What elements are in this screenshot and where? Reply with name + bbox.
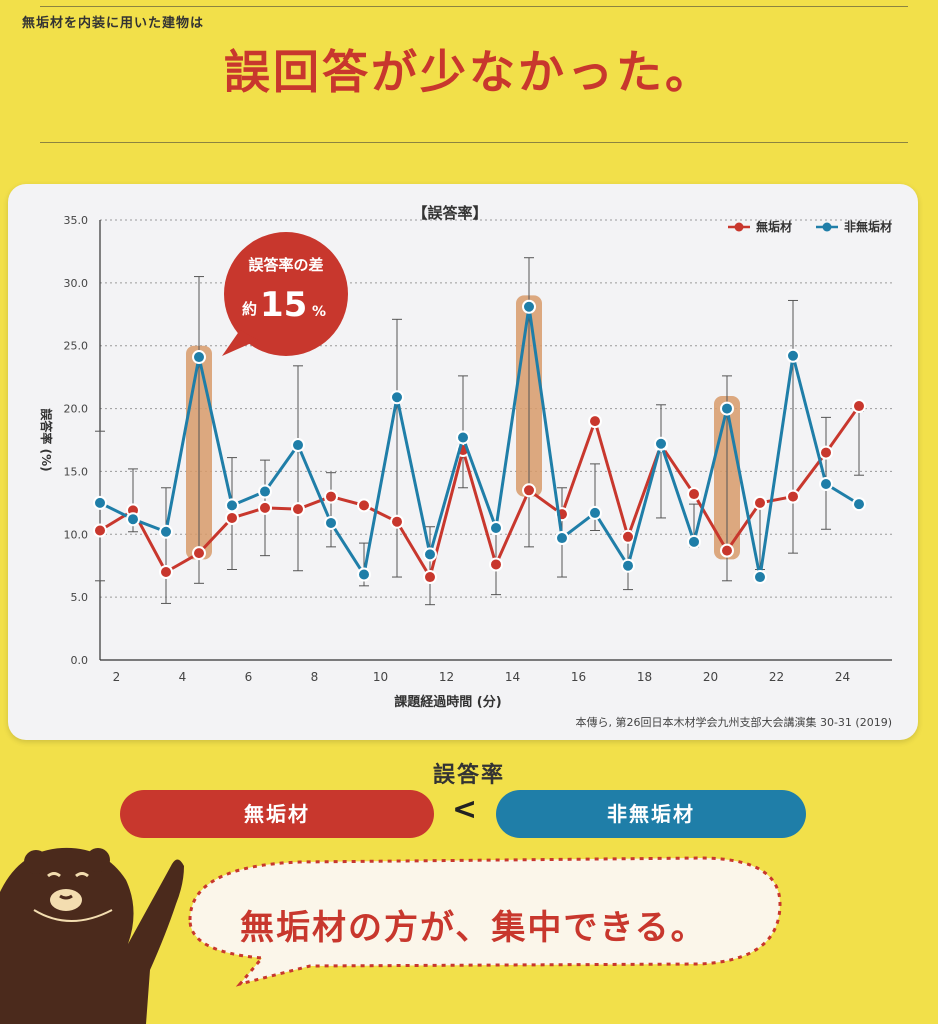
speech-bubble bbox=[188, 856, 782, 987]
y-tick-label: 5.0 bbox=[71, 591, 89, 604]
callout-unit: % bbox=[312, 304, 326, 320]
data-point bbox=[687, 534, 701, 549]
data-point bbox=[192, 546, 206, 561]
y-axis-label: 誤答率 (%) bbox=[39, 408, 54, 471]
headline-rule bbox=[40, 142, 908, 143]
data-point bbox=[819, 477, 833, 491]
y-tick-label: 35.0 bbox=[64, 214, 89, 227]
data-point bbox=[588, 505, 602, 520]
data-point bbox=[786, 348, 800, 363]
data-point bbox=[687, 487, 701, 502]
non-muku-pill: 非無垢材 bbox=[496, 790, 806, 838]
legend-label: 無垢材 bbox=[756, 219, 792, 234]
data-point bbox=[390, 390, 404, 405]
y-tick-label: 0.0 bbox=[71, 654, 89, 667]
less-than-sign: < bbox=[452, 792, 478, 827]
x-tick-label: 10 bbox=[373, 670, 388, 684]
source-citation: 本傳ら, 第26回日本木材学会九州支部大会講演集 30-31 (2019) bbox=[575, 715, 892, 729]
x-tick-label: 24 bbox=[835, 670, 850, 684]
data-point bbox=[489, 521, 503, 535]
x-tick-label: 8 bbox=[311, 670, 319, 684]
top-rule bbox=[40, 6, 908, 7]
x-tick-label: 22 bbox=[769, 670, 784, 684]
page-headline: 誤回答が少なかった。 bbox=[224, 45, 714, 99]
x-tick-label: 4 bbox=[179, 670, 187, 684]
data-point bbox=[753, 570, 767, 585]
data-point bbox=[93, 495, 107, 510]
x-tick-label: 12 bbox=[439, 670, 454, 684]
y-tick-label: 20.0 bbox=[64, 403, 89, 416]
data-point bbox=[258, 500, 272, 515]
chart-card: 0.0 5.0 10.0 15.0 20.0 25.0 30.0 35.0 2 4 6 8 10 12 14… bbox=[8, 184, 918, 740]
series-line-non-muku bbox=[99, 305, 860, 579]
bear-illustration bbox=[0, 847, 184, 1024]
x-tick-label: 16 bbox=[571, 670, 586, 684]
data-point bbox=[258, 484, 272, 499]
y-tick-label: 15.0 bbox=[64, 465, 89, 478]
data-point bbox=[291, 438, 305, 453]
x-tick-label: 6 bbox=[245, 670, 253, 684]
data-point bbox=[159, 524, 173, 539]
callout-tail bbox=[222, 330, 258, 356]
data-point bbox=[522, 483, 536, 498]
data-point bbox=[852, 399, 866, 414]
data-point bbox=[621, 529, 635, 544]
data-point bbox=[819, 445, 833, 460]
legend-swatch-dot bbox=[734, 222, 744, 232]
legend-swatch-dot bbox=[822, 222, 832, 232]
error-rate-chart: 0.05.010.015.020.025.030.035.02 4 6 8 10 12 14… bbox=[39, 204, 892, 729]
data-point bbox=[357, 498, 371, 513]
muku-pill: 無垢材 bbox=[120, 790, 434, 838]
callout-value: 15 bbox=[260, 285, 307, 325]
data-point bbox=[720, 401, 734, 416]
data-point bbox=[852, 497, 866, 512]
data-point bbox=[753, 495, 767, 510]
x-axis-label: 課題経過時間 (分) bbox=[394, 694, 501, 710]
x-tick-label: 20 bbox=[703, 670, 718, 684]
data-point bbox=[225, 510, 239, 525]
callout-prefix: 約 bbox=[242, 300, 257, 318]
data-point bbox=[423, 570, 437, 585]
data-point bbox=[192, 350, 206, 365]
data-point bbox=[786, 489, 800, 504]
data-point bbox=[621, 558, 635, 573]
y-tick-label: 25.0 bbox=[64, 340, 89, 353]
data-point bbox=[159, 565, 173, 579]
data-point bbox=[357, 567, 371, 582]
speech-bubble-scene bbox=[0, 847, 782, 1024]
x-tick-label: 14 bbox=[505, 670, 520, 684]
data-point bbox=[291, 502, 305, 517]
y-tick-label: 10.0 bbox=[64, 528, 89, 541]
data-point bbox=[126, 512, 140, 527]
data-point bbox=[522, 299, 536, 314]
data-point bbox=[225, 498, 239, 513]
data-point bbox=[489, 557, 503, 572]
comparison-title: 誤答率 bbox=[432, 763, 505, 788]
data-point bbox=[390, 514, 404, 529]
bubble-text: 無垢材の方が、集中できる。 bbox=[240, 908, 707, 948]
x-tick-label: 2 bbox=[113, 670, 121, 684]
x-tick-label: 18 bbox=[637, 670, 652, 684]
data-point bbox=[555, 531, 569, 546]
data-point bbox=[720, 543, 734, 558]
data-point bbox=[456, 430, 470, 445]
chart-title: 【誤答率】 bbox=[412, 204, 487, 222]
data-point bbox=[423, 547, 437, 562]
callout-line1: 誤答率の差 bbox=[248, 256, 323, 274]
data-point bbox=[324, 515, 338, 530]
data-point bbox=[324, 489, 338, 504]
callout-circle bbox=[224, 232, 348, 356]
data-point bbox=[93, 523, 107, 538]
legend-label: 非無垢材 bbox=[844, 219, 892, 234]
series-line-muku bbox=[99, 405, 861, 579]
section-subtitle: 無垢材を内装に用いた建物は bbox=[22, 16, 205, 31]
y-tick-label: 30.0 bbox=[64, 277, 89, 290]
data-point bbox=[654, 436, 668, 451]
data-point bbox=[588, 414, 602, 429]
